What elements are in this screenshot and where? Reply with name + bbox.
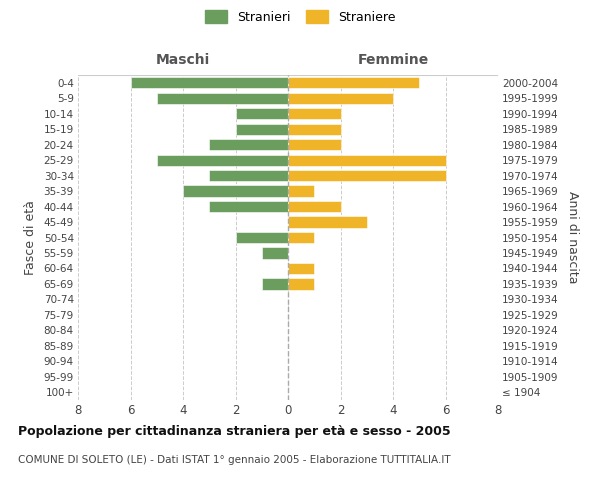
Bar: [157, 92, 288, 104]
Bar: [235, 108, 288, 120]
Bar: [288, 232, 314, 243]
Bar: [288, 77, 419, 88]
Bar: [288, 278, 314, 289]
Bar: [183, 186, 288, 196]
Bar: [209, 139, 288, 150]
Bar: [157, 154, 288, 166]
Bar: [262, 278, 288, 289]
Text: COMUNE DI SOLETO (LE) - Dati ISTAT 1° gennaio 2005 - Elaborazione TUTTITALIA.IT: COMUNE DI SOLETO (LE) - Dati ISTAT 1° ge…: [18, 455, 451, 465]
Bar: [288, 216, 367, 228]
Bar: [288, 108, 341, 120]
Bar: [288, 186, 314, 196]
Bar: [209, 170, 288, 181]
Bar: [130, 77, 288, 88]
Bar: [262, 248, 288, 258]
Bar: [288, 124, 341, 134]
Y-axis label: Fasce di età: Fasce di età: [23, 200, 37, 275]
Bar: [288, 170, 445, 181]
Bar: [288, 263, 314, 274]
Bar: [288, 139, 341, 150]
Bar: [235, 232, 288, 243]
Bar: [209, 201, 288, 212]
Bar: [235, 124, 288, 134]
Bar: [288, 92, 393, 104]
Bar: [288, 154, 445, 166]
Text: Popolazione per cittadinanza straniera per età e sesso - 2005: Popolazione per cittadinanza straniera p…: [18, 425, 451, 438]
Bar: [288, 201, 341, 212]
Text: Maschi: Maschi: [156, 54, 210, 68]
Y-axis label: Anni di nascita: Anni di nascita: [566, 191, 579, 284]
Text: Femmine: Femmine: [358, 54, 428, 68]
Legend: Stranieri, Straniere: Stranieri, Straniere: [201, 6, 399, 28]
